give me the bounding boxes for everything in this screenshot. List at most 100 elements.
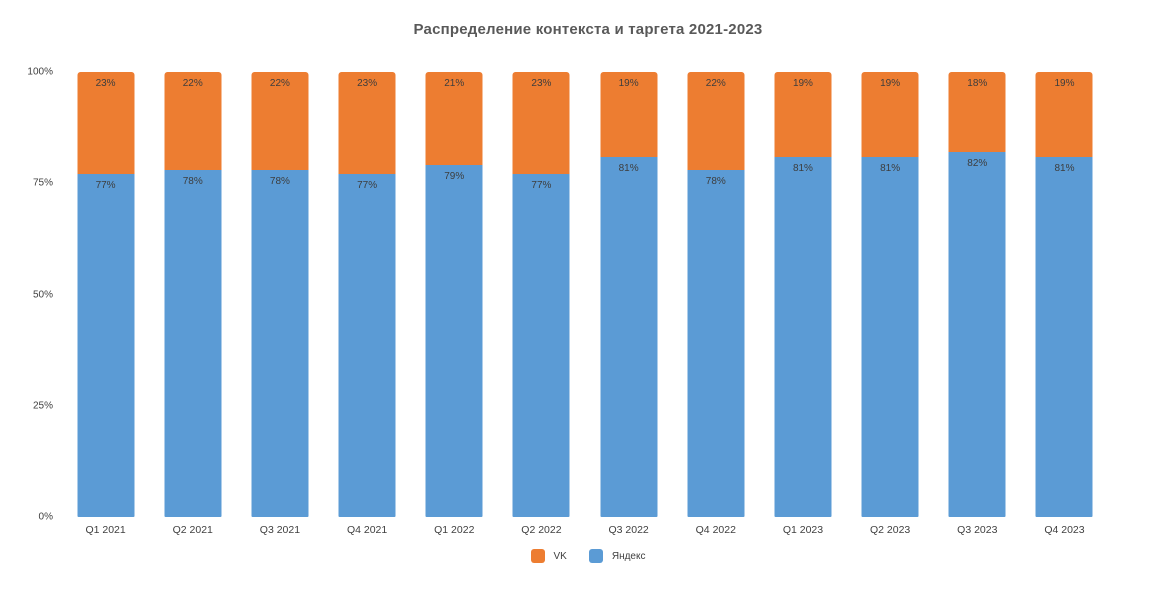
value-label: 77% [95,180,116,192]
value-label: 23% [357,78,378,89]
x-tick-label: Q3 2021 [259,524,301,536]
bar-column: 22% 78% Q2 2021 [149,72,236,536]
x-tick-label: Q4 2022 [695,524,736,536]
bars-container: 23% 77% Q1 2021 22% 78% Q2 2021 22% 78% Q3 2021 2… [62,72,1108,536]
value-label: 19% [618,78,639,89]
bar-stack: 21% 79% [425,72,483,517]
segment-яндекс: 77% [338,174,396,517]
bar-column: 23% 77% Q1 2021 [62,72,149,536]
y-axis: 100% 75% 50% 25% 0% [8,67,62,523]
value-label: 77% [357,180,378,192]
value-label: 18% [967,78,988,89]
bar-stack: 22% 78% [251,72,309,517]
segment-vk: 19% [1035,72,1093,157]
x-tick-label: Q2 2021 [172,524,213,536]
value-label: 23% [531,78,552,89]
x-tick-label: Q2 2022 [521,524,562,536]
y-tick-label: 25% [32,400,53,412]
x-tick-label: Q1 2022 [434,524,475,536]
bar-stack: 19% 81% [861,72,919,517]
x-tick-label: Q2 2023 [869,524,911,536]
x-tick-label: Q1 2023 [782,524,824,536]
value-label: 22% [269,78,290,89]
bar-column: 22% 78% Q4 2022 [672,72,759,536]
value-label: 22% [182,78,203,89]
segment-vk: 19% [861,72,919,157]
bar-stack: 22% 78% [687,72,745,517]
value-label: 78% [269,175,290,187]
bar-stack: 18% 82% [948,72,1006,517]
bar-column: 18% 82% Q3 2023 [934,72,1021,536]
segment-яндекс: 81% [861,156,919,517]
bar-column: 19% 81% Q2 2023 [847,72,934,536]
segment-vk: 22% [687,72,745,170]
x-tick-label: Q4 2023 [1044,524,1085,536]
segment-яндекс: 77% [77,174,135,517]
value-label: 81% [880,162,901,174]
bar-stack: 19% 81% [600,72,658,517]
legend-swatch [588,549,603,563]
bar-stack: 22% 78% [164,72,222,517]
x-tick-label: Q3 2022 [608,524,649,536]
segment-vk: 23% [512,72,570,175]
value-label: 78% [182,175,203,187]
value-label: 79% [444,171,465,183]
legend-swatch [530,549,545,563]
segment-vk: 22% [251,72,309,170]
segment-яндекс: 81% [1035,156,1093,517]
bar-stack: 19% 81% [1035,72,1093,517]
segment-яндекс: 82% [948,152,1006,517]
segment-vk: 23% [77,72,135,175]
segment-яндекс: 78% [251,169,309,517]
value-label: 19% [880,78,901,89]
x-tick-label: Q1 2021 [85,524,126,536]
segment-vk: 21% [425,72,483,166]
legend-item: Яндекс [588,549,646,563]
value-label: 19% [792,78,813,89]
legend-item: VK [530,549,567,563]
value-label: 21% [444,78,465,89]
bar-column: 21% 79% Q1 2022 [411,72,498,536]
value-label: 23% [95,78,116,89]
segment-яндекс: 81% [774,156,832,517]
bar-stack: 19% 81% [774,72,832,517]
x-tick-label: Q4 2021 [346,524,388,536]
value-label: 19% [1054,78,1075,89]
segment-vk: 19% [600,72,658,157]
segment-vk: 18% [948,72,1006,153]
y-tick-label: 75% [32,177,53,189]
bar-stack: 23% 77% [512,72,570,517]
segment-яндекс: 78% [687,169,745,517]
bar-column: 23% 77% Q2 2022 [498,72,585,536]
segment-яндекс: 77% [512,174,570,517]
y-tick-label: 0% [38,511,53,523]
segment-vk: 23% [338,72,396,175]
chart-title: Распределение контекста и таргета 2021-2… [413,21,763,38]
segment-яндекс: 79% [425,165,483,517]
bar-stack: 23% 77% [77,72,135,517]
value-label: 81% [1054,162,1075,174]
bar-column: 19% 81% Q4 2023 [1021,72,1108,536]
value-label: 81% [792,162,813,174]
bar-column: 22% 78% Q3 2021 [236,72,323,536]
legend: VK Яндекс [0,549,1176,563]
value-label: 81% [618,162,639,174]
x-tick-label: Q3 2023 [957,524,998,536]
y-tick-label: 50% [32,289,53,300]
segment-яндекс: 78% [164,169,222,517]
value-label: 82% [967,158,988,170]
bar-column: 19% 81% Q1 2023 [759,72,846,536]
segment-vk: 22% [164,72,222,170]
segment-яндекс: 81% [600,156,658,517]
value-label: 22% [705,78,726,89]
y-tick-label: 100% [27,66,53,78]
bar-column: 23% 77% Q4 2021 [324,72,411,536]
value-label: 78% [705,175,726,187]
legend-label: VK [553,550,567,562]
segment-vk: 19% [774,72,832,157]
plot-area: 100% 75% 50% 25% 0% 23% 77% Q1 2021 22% 78% Q2 20… [27,67,1108,536]
legend-label: Яндекс [611,550,646,562]
value-label: 77% [531,180,552,192]
bar-column: 19% 81% Q3 2022 [585,72,672,536]
